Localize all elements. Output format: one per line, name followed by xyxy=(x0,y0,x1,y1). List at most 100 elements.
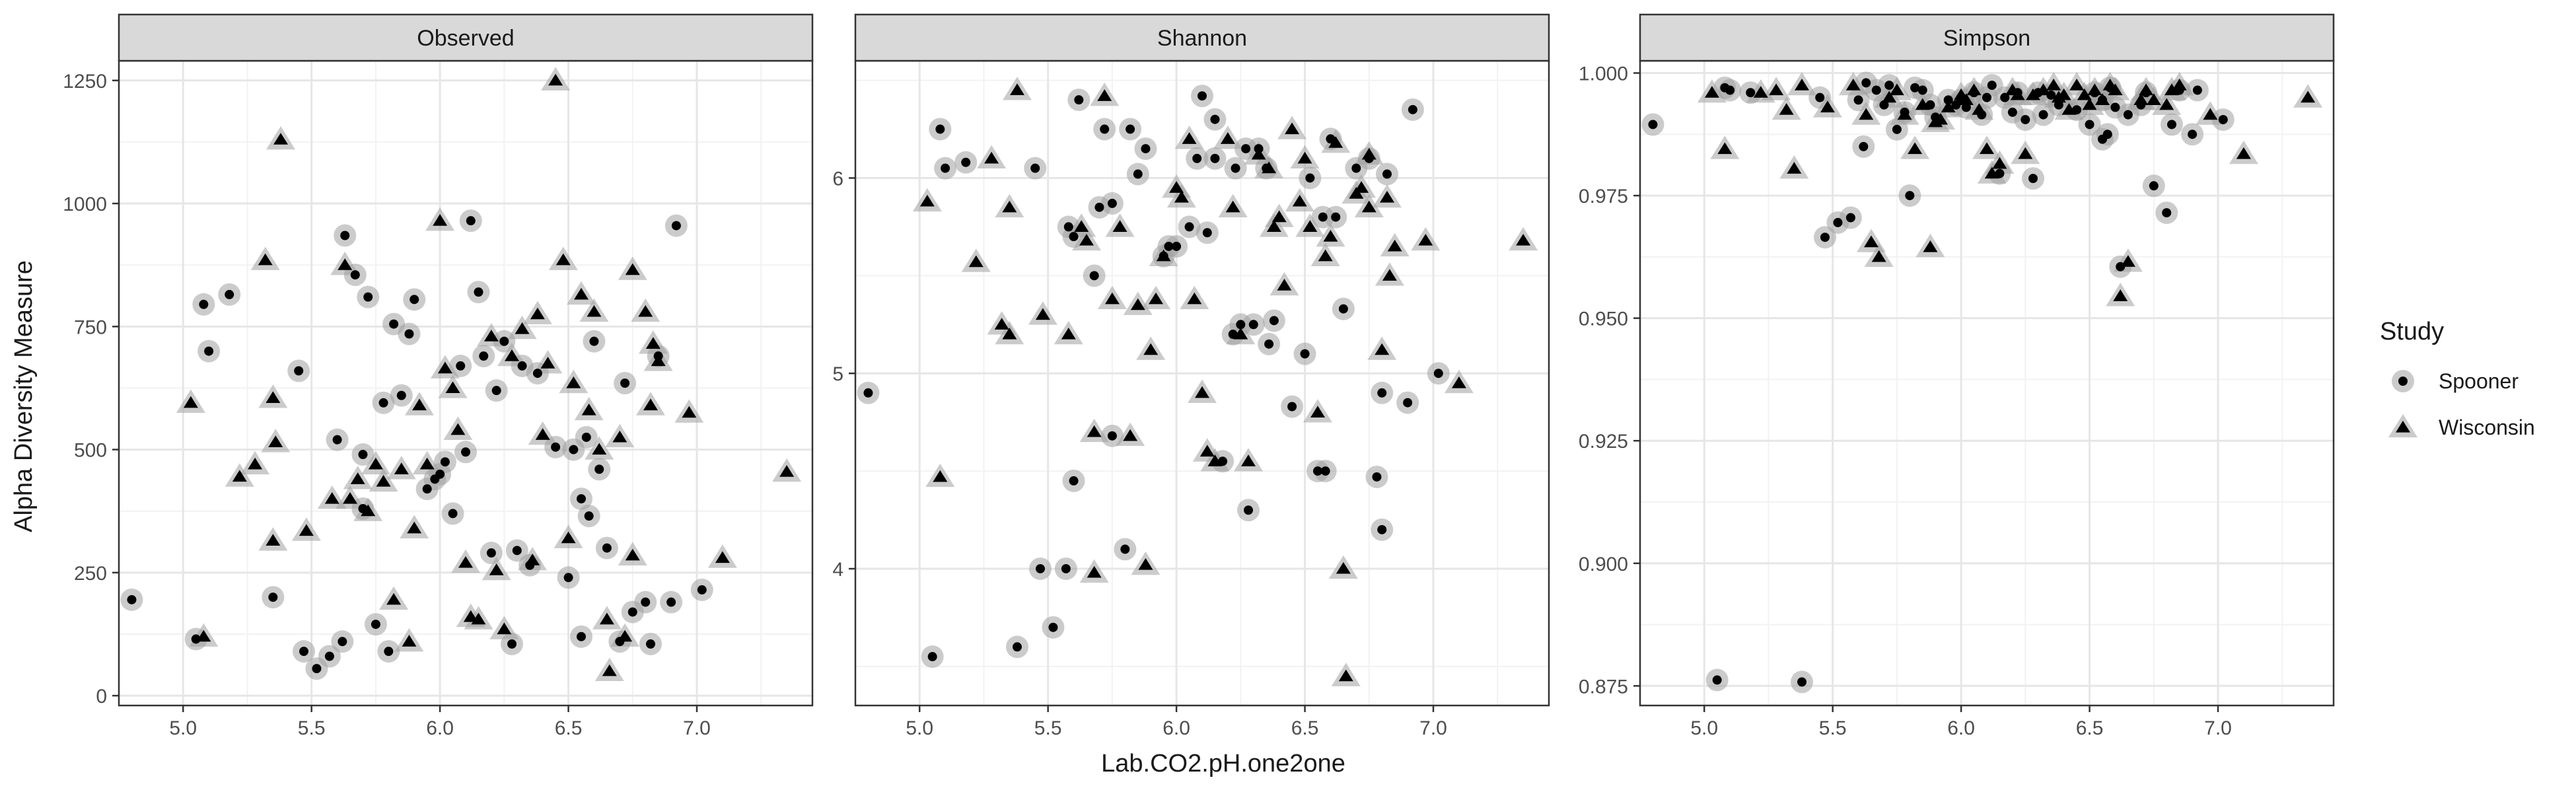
spooner-point xyxy=(1100,124,1110,134)
legend-entry-spooner: Spooner xyxy=(2392,369,2519,393)
wisconsin-point xyxy=(1338,669,1353,682)
wisconsin-point xyxy=(1933,112,1948,125)
wisconsin-point xyxy=(394,462,409,474)
spooner-point xyxy=(456,361,466,371)
spooner-point xyxy=(935,124,945,134)
wisconsin-point xyxy=(1516,233,1531,246)
spooner-point xyxy=(1107,431,1117,441)
wisconsin-point xyxy=(530,307,545,320)
wisconsin-point xyxy=(433,214,448,226)
wisconsin-point xyxy=(1074,220,1089,232)
spooner-point xyxy=(389,319,399,329)
wisconsin-point xyxy=(2139,83,2154,96)
wisconsin-point xyxy=(2159,98,2174,110)
spooner-point xyxy=(1910,83,1920,92)
spooner-point xyxy=(396,390,406,400)
spooner-point xyxy=(602,543,612,553)
wisconsin-point xyxy=(1375,343,1390,355)
spooner-point xyxy=(671,221,681,231)
legend-entry-wisconsin: Wisconsin xyxy=(2388,414,2535,439)
spooner-point xyxy=(1269,316,1279,326)
spooner-point xyxy=(1264,339,1274,349)
x-tick-label: 7.0 xyxy=(683,717,711,739)
wisconsin-point xyxy=(2082,98,2097,110)
y-axis-title: Alpha Diversity Measure xyxy=(10,260,38,532)
spooner-point xyxy=(1987,81,1997,90)
x-tick-label: 5.5 xyxy=(1819,717,1847,739)
wisconsin-point xyxy=(471,612,486,625)
spooner-point xyxy=(1871,85,1881,95)
spooner-point xyxy=(1172,241,1182,251)
spooner-point xyxy=(1133,169,1143,179)
wisconsin-point xyxy=(343,491,357,504)
spooner-point xyxy=(440,457,450,467)
spooner-point xyxy=(646,639,655,649)
spooner-point xyxy=(863,388,873,398)
spooner-point xyxy=(404,329,414,339)
spooner-point xyxy=(1030,163,1040,173)
wisconsin-point xyxy=(984,151,999,164)
wisconsin-point xyxy=(458,556,473,568)
spooner-point xyxy=(2149,181,2159,191)
wisconsin-point xyxy=(1418,233,1433,246)
spooner-point xyxy=(1712,675,1722,685)
spooner-point xyxy=(486,548,496,558)
spooner-point xyxy=(410,295,419,305)
x-tick-label: 6.5 xyxy=(555,717,583,739)
points-layer xyxy=(1641,71,2323,694)
wisconsin-point xyxy=(1112,220,1127,232)
wisconsin-point xyxy=(1361,147,1377,160)
spooner-point xyxy=(1318,212,1328,222)
spooner-point xyxy=(1408,104,1417,114)
y-tick-label: 1250 xyxy=(63,71,107,92)
wisconsin-point xyxy=(2133,93,2149,105)
spooner-point xyxy=(2192,85,2202,95)
spooner-point xyxy=(1305,173,1315,183)
wisconsin-point xyxy=(1182,132,1197,144)
spooner-point xyxy=(461,447,470,457)
wisconsin-point xyxy=(266,391,281,403)
wisconsin-point xyxy=(1845,78,1861,90)
spooner-point xyxy=(1917,85,1927,95)
wisconsin-point xyxy=(1349,186,1364,199)
spooner-point xyxy=(2054,100,2063,110)
wisconsin-point xyxy=(266,534,281,546)
x-tick-label: 6.5 xyxy=(2076,717,2104,739)
spooner-point xyxy=(1063,222,1073,232)
wisconsin-point xyxy=(324,491,340,504)
wisconsin-point xyxy=(386,593,402,605)
wisconsin-point xyxy=(1889,83,1904,96)
wisconsin-point xyxy=(1087,565,1102,578)
spooner-point xyxy=(2167,120,2176,129)
spooner-point xyxy=(340,231,350,240)
facet-strip xyxy=(854,13,1550,62)
wisconsin-point xyxy=(651,354,666,367)
wisconsin-point xyxy=(1820,100,1835,113)
x-tick-label: 5.5 xyxy=(298,717,326,739)
wisconsin-point xyxy=(350,472,365,484)
spooner-point xyxy=(350,270,360,280)
spooner-point xyxy=(1905,191,1915,201)
points-layer xyxy=(120,67,802,682)
y-tick-label: 0.875 xyxy=(1579,676,1628,698)
wisconsin-point xyxy=(1297,151,1312,164)
spooner-point xyxy=(1648,120,1658,129)
spooner-point xyxy=(1338,304,1348,314)
wisconsin-point xyxy=(2061,103,2077,115)
spooner-point xyxy=(551,442,561,452)
wisconsin-point xyxy=(1097,89,1112,101)
spooner-point xyxy=(517,361,527,371)
wisconsin-point xyxy=(682,406,697,418)
panel-shannon: Shannon 4 5 6 5.0 5.5 6.0 6.5 7.0 xyxy=(832,13,1550,739)
wisconsin-point xyxy=(1753,86,1768,98)
wisconsin-point xyxy=(2203,108,2218,120)
spooner-point xyxy=(1141,144,1151,154)
spooner-point xyxy=(2162,208,2172,218)
wisconsin-point xyxy=(2077,88,2092,100)
wisconsin-point xyxy=(361,504,376,517)
wisconsin-point xyxy=(1292,194,1307,207)
panel-observed: Observed 0 250 500 750 1000 1250 5.0 5.5 6.0 6.5 7.… xyxy=(63,13,814,739)
wisconsin-point xyxy=(1035,308,1050,320)
wisconsin-point xyxy=(1897,108,1912,120)
wisconsin-point xyxy=(1187,292,1202,305)
